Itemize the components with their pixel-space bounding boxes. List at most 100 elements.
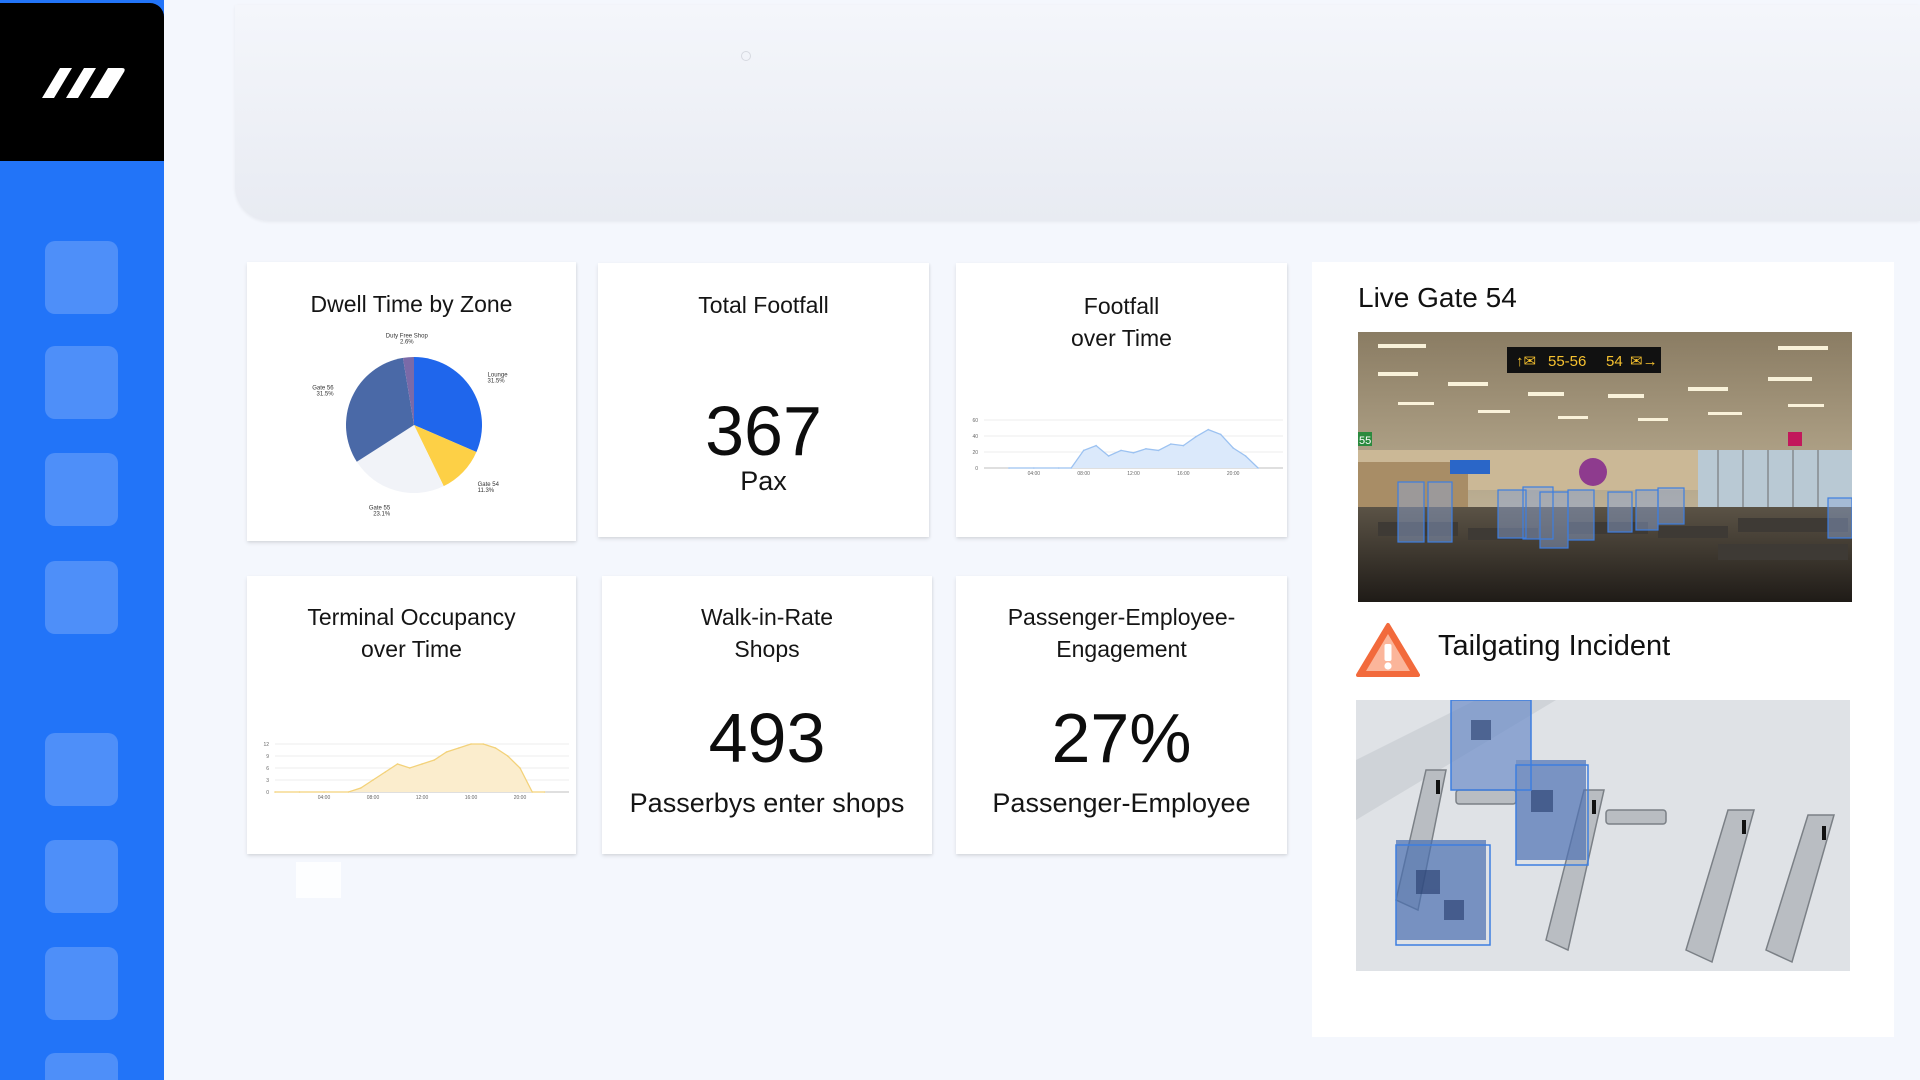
- nav-item-6[interactable]: [45, 840, 118, 913]
- header-bar: [235, 5, 1920, 221]
- terminal-scene-image: ↑✉ 55-56 54 ✉→ 55: [1358, 332, 1852, 602]
- data-point: [1170, 443, 1172, 445]
- nav-item-7[interactable]: [45, 947, 118, 1020]
- data-point: [421, 763, 423, 765]
- x-tick-label: 08:00: [367, 795, 380, 801]
- data-point: [1244, 455, 1247, 457]
- ghost-tile: [296, 862, 341, 898]
- data-point: [1207, 428, 1210, 431]
- data-point: [1194, 436, 1197, 438]
- terminal-occupancy-card[interactable]: Terminal Occupancy over Time 0 3 6 9 12 04:00…: [247, 576, 576, 854]
- nav-item-2[interactable]: [45, 346, 118, 419]
- logo-area[interactable]: [0, 3, 164, 161]
- x-tick-label: 12:00: [1127, 471, 1140, 477]
- data-point: [470, 743, 472, 745]
- card-title: Terminal Occupancy over Time: [307, 604, 516, 662]
- data-point: [1107, 455, 1110, 457]
- x-tick-label: 16:00: [1177, 471, 1190, 477]
- y-tick-label: 6: [266, 766, 269, 772]
- footfall-area-chart: 0 20 40 60 04:00 08:00 12:00 16:00 20:00: [972, 418, 1283, 477]
- header-indicator: [741, 51, 751, 61]
- data-point: [1257, 467, 1259, 469]
- data-point: [531, 791, 534, 793]
- pie-percent-label: 2.6%: [400, 339, 414, 345]
- data-point: [1182, 444, 1185, 447]
- card-title: Footfall over Time: [1071, 293, 1172, 351]
- kpi-value: 493: [708, 699, 826, 777]
- y-tick-label: 20: [972, 450, 978, 456]
- data-point: [323, 791, 325, 793]
- pie-label: Gate 55: [369, 506, 391, 512]
- x-tick-label: 12:00: [416, 795, 429, 801]
- kpi-unit: Passenger-Employee: [992, 788, 1251, 818]
- pie-percent-label: 31.5%: [488, 379, 506, 385]
- card-title: Passenger-Employee- Engagement: [1007, 604, 1236, 662]
- pie-percent-label: 11.3%: [478, 488, 495, 494]
- gate-marker-text: 55: [1359, 435, 1371, 447]
- sidebar: [0, 0, 164, 1080]
- nav-item-5[interactable]: [45, 733, 118, 806]
- walk-in-rate-card[interactable]: Walk-in-Rate Shops 493 Passerbys enter s…: [602, 576, 932, 854]
- footfall-over-time-card[interactable]: Footfall over Time 0 20 40 60 04:00 08:00 12:0…: [956, 263, 1287, 537]
- live-feed-title: Live Gate 54: [1358, 282, 1517, 313]
- y-tick-label: 0: [266, 790, 269, 796]
- data-point: [274, 791, 276, 793]
- pie-label: Lounge: [488, 373, 509, 379]
- data-point: [396, 763, 399, 765]
- data-point: [408, 767, 411, 769]
- svg-text:↑✉: ↑✉: [1516, 353, 1536, 370]
- live-camera-feed[interactable]: ↑✉ 55-56 54 ✉→ 55: [1358, 332, 1852, 602]
- incident-camera-feed[interactable]: [1356, 700, 1850, 971]
- nav-item-3[interactable]: [45, 453, 118, 526]
- dwell-time-card[interactable]: Dwell Time by Zone Lounge 31.5% Gate 54 11.…: [247, 262, 576, 541]
- nav-item-8[interactable]: [45, 1053, 118, 1080]
- data-point: [1132, 452, 1135, 454]
- area-line: [275, 743, 545, 793]
- pie-slice-0[interactable]: [414, 357, 482, 453]
- data-point: [494, 747, 497, 749]
- pie-slice-2[interactable]: [356, 425, 444, 493]
- data-point: [506, 755, 509, 757]
- total-footfall-card[interactable]: Total Footfall 367 Pax: [598, 263, 929, 537]
- data-point: [1232, 447, 1234, 449]
- y-tick-label: 40: [972, 434, 978, 440]
- pie-percent-label: 31.5%: [317, 391, 335, 397]
- kpi-value: 27%: [1051, 699, 1192, 777]
- sign-right-text: 54: [1606, 353, 1623, 370]
- engagement-card[interactable]: Passenger-Employee- Engagement 27% Passe…: [956, 576, 1287, 854]
- data-point: [519, 767, 521, 769]
- right-panel: Live Gate 54: [1312, 262, 1894, 1037]
- card-title: Walk-in-Rate Shops: [700, 604, 834, 662]
- x-tick-label: 04:00: [1028, 471, 1041, 477]
- nav-item-1[interactable]: [45, 241, 118, 314]
- warning-icon: [1356, 623, 1420, 677]
- area-fill: [1008, 429, 1259, 468]
- data-point: [1145, 448, 1147, 450]
- data-point: [1157, 449, 1160, 452]
- x-tick-label: 08:00: [1077, 471, 1090, 477]
- data-point: [347, 791, 350, 793]
- pie-label: Duty Free Shop: [386, 333, 429, 339]
- pie-slice-1[interactable]: [414, 425, 477, 487]
- nav-item-4[interactable]: [45, 561, 118, 634]
- x-tick-label: 20:00: [514, 795, 527, 801]
- y-tick-label: 0: [975, 466, 978, 472]
- data-point: [543, 791, 546, 793]
- pie-label: Gate 56: [312, 385, 334, 391]
- brand-logo-icon: [42, 68, 125, 98]
- kpi-unit: Passerbys enter shops: [629, 788, 905, 818]
- pie-slice-3[interactable]: [346, 357, 414, 462]
- svg-text:✉→: ✉→: [1630, 353, 1658, 370]
- y-tick-label: 60: [972, 418, 978, 424]
- pie-label: Gate 54: [478, 482, 500, 488]
- x-tick-label: 20:00: [1227, 471, 1240, 477]
- card-title: Total Footfall: [698, 292, 829, 318]
- data-point: [1033, 467, 1035, 469]
- pie-slice-4[interactable]: [402, 357, 414, 425]
- y-tick-label: 12: [263, 742, 269, 748]
- data-point: [1008, 467, 1010, 469]
- occupancy-area-chart: 0 3 6 9 12 04:00 08:00 12:00 16:00 20:00: [263, 742, 569, 801]
- data-point: [1120, 449, 1122, 452]
- x-tick-label: 16:00: [465, 795, 478, 801]
